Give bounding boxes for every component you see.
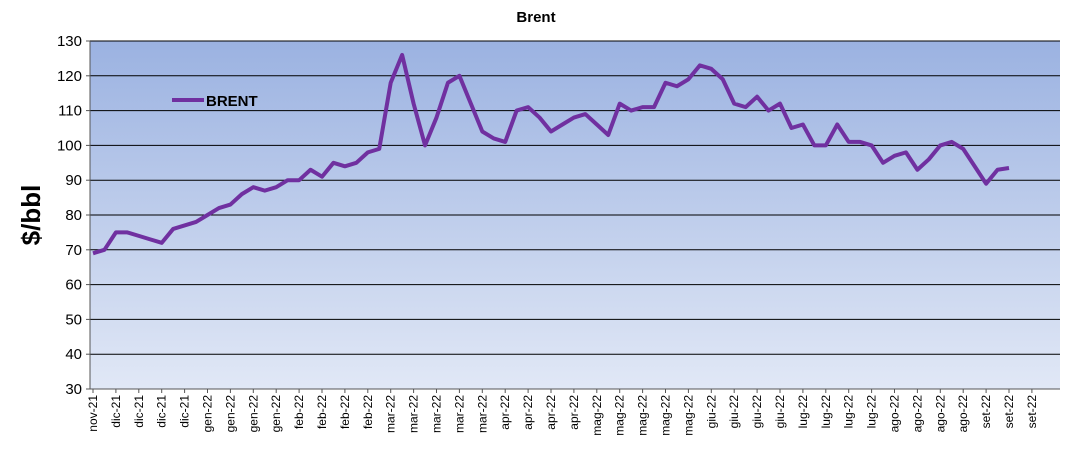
x-tick-label: mar-22: [430, 395, 444, 433]
x-tick-label: feb-22: [338, 395, 352, 429]
x-tick-label: ago-22: [956, 395, 970, 433]
x-tick-label: lug-22: [796, 395, 810, 429]
x-tick-label: mar-22: [475, 395, 489, 433]
x-tick-label: gen-22: [269, 395, 283, 433]
y-tick-label: 60: [65, 277, 82, 294]
x-tick-label: ago-22: [933, 395, 947, 433]
y-tick-label: 90: [65, 172, 82, 189]
x-tick-label: mar-22: [384, 395, 398, 433]
x-tick-label: mag-22: [659, 395, 673, 436]
y-tick-label: 40: [65, 346, 82, 363]
x-tick-label: gen-22: [223, 395, 237, 433]
x-tick-label: set-22: [1025, 395, 1039, 429]
x-tick-label: giu-22: [773, 395, 787, 429]
x-tick-label: mar-22: [452, 395, 466, 433]
y-tick-label: 50: [65, 311, 82, 328]
x-tick-label: apr-22: [498, 395, 512, 430]
x-tick-label: ago-22: [910, 395, 924, 433]
y-tick-label: 30: [65, 381, 82, 398]
x-tick-label: apr-22: [521, 395, 535, 430]
y-tick-label: 130: [57, 33, 82, 50]
x-tick-label: mag-22: [590, 395, 604, 436]
x-tick-label: mag-22: [636, 395, 650, 436]
x-tick-label: lug-22: [842, 395, 856, 429]
x-tick-label: gen-22: [201, 395, 215, 433]
x-tick-label: lug-22: [865, 395, 879, 429]
y-tick-label: 120: [57, 68, 82, 85]
y-tick-label: 100: [57, 137, 82, 154]
x-tick-label: dic-21: [132, 395, 146, 428]
x-tick-label: nov-21: [86, 395, 100, 432]
x-tick-label: lug-22: [819, 395, 833, 429]
x-tick-label: apr-22: [567, 395, 581, 430]
x-tick-label: mag-22: [681, 395, 695, 436]
y-tick-label: 110: [58, 103, 82, 120]
x-tick-label: dic-21: [178, 395, 192, 428]
legend-label: BRENT: [206, 93, 258, 110]
x-tick-label: dic-21: [155, 395, 169, 428]
chart-title: Brent: [516, 9, 555, 26]
x-tick-label: feb-22: [292, 395, 306, 429]
x-tick-label: ago-22: [888, 395, 902, 433]
x-tick-label: feb-22: [315, 395, 329, 429]
x-tick-label: dic-21: [109, 395, 123, 428]
x-tick-label: set-22: [1002, 395, 1016, 429]
x-tick-label: apr-22: [544, 395, 558, 430]
x-tick-label: giu-22: [727, 395, 741, 429]
y-tick-label: 80: [65, 207, 82, 224]
x-tick-label: mag-22: [613, 395, 627, 436]
x-tick-label: gen-22: [246, 395, 260, 433]
x-tick-label: mar-22: [407, 395, 421, 433]
y-axis-label: $/bbl: [16, 185, 46, 246]
x-tick-label: set-22: [979, 395, 993, 429]
x-tick-label: feb-22: [361, 395, 375, 429]
x-tick-label: giu-22: [750, 395, 764, 429]
x-tick-label: giu-22: [704, 395, 718, 429]
y-tick-label: 70: [65, 242, 82, 259]
line-series: [92, 52, 1010, 256]
